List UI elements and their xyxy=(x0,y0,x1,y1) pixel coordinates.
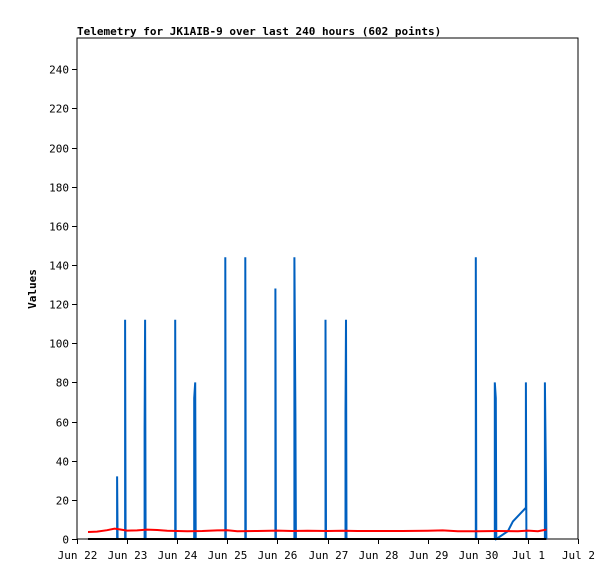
y-tick-label: 120 xyxy=(49,299,69,312)
x-tick-label: Jun 22 xyxy=(58,549,98,562)
x-tick-label: Jun 25 xyxy=(208,549,248,562)
y-tick-label: 0 xyxy=(62,534,69,547)
y-tick-label: 240 xyxy=(49,64,69,77)
x-tick-label: Jun 28 xyxy=(359,549,399,562)
y-tick-label: 60 xyxy=(56,417,69,430)
y-tick-label: 180 xyxy=(49,182,69,195)
y-tick-label: 20 xyxy=(56,495,69,508)
chart-title: Telemetry for JK1AIB-9 over last 240 hou… xyxy=(77,25,441,38)
y-tick-label: 40 xyxy=(56,456,69,469)
y-tick-label: 100 xyxy=(49,338,69,351)
x-tick-label: Jun 24 xyxy=(158,549,198,562)
y-tick-label: 160 xyxy=(49,221,69,234)
x-tick-label: Jun 27 xyxy=(309,549,349,562)
x-tick-label: Jun 29 xyxy=(409,549,449,562)
y-axis-title: Values xyxy=(26,269,39,309)
plot-area: 0 20 40 60 80 100 120 140 160 180 200 220 240 Jun 22 J… xyxy=(49,37,595,562)
y-tick-label: 200 xyxy=(49,143,69,156)
x-tick-label: Jun 30 xyxy=(459,549,499,562)
series-line-2 xyxy=(87,527,547,533)
y-tick-label: 220 xyxy=(49,103,69,116)
x-tick-label: Jul 2 xyxy=(562,549,595,562)
x-tick-label: Jun 26 xyxy=(258,549,298,562)
y-tick-label: 80 xyxy=(56,377,69,390)
y-tick-label: 140 xyxy=(49,260,69,273)
x-tick-label: Jun 23 xyxy=(108,549,148,562)
x-tick-label: Jul 1 xyxy=(512,549,545,562)
